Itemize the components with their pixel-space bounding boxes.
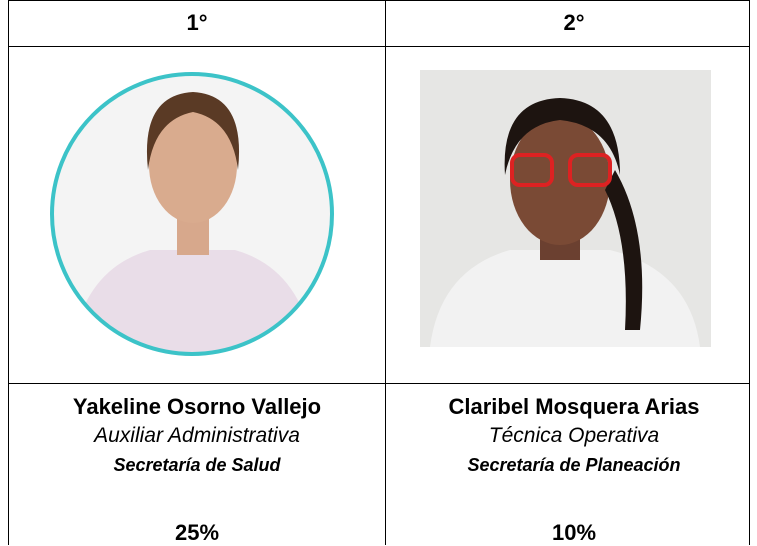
border	[8, 383, 750, 384]
photo-frame	[50, 72, 334, 356]
person-name: Claribel Mosquera Arias	[448, 394, 700, 419]
photo-1	[53, 75, 331, 353]
border	[8, 0, 750, 1]
border	[8, 46, 750, 47]
person-role: Técnica Operativa	[488, 424, 660, 447]
person-name: Yakeline Osorno Vallejo	[72, 394, 322, 419]
person-department: Secretaría de Planeación	[467, 455, 681, 475]
photo-2	[420, 70, 711, 347]
border	[8, 0, 9, 545]
border	[749, 0, 750, 545]
header: 2°	[563, 10, 585, 35]
person-department: Secretaría de Salud	[113, 455, 281, 475]
person-share: 25%	[174, 520, 220, 545]
header: 1°	[186, 10, 208, 35]
person-role: Auxiliar Administrativa	[94, 424, 300, 447]
person-share: 10%	[551, 520, 597, 545]
border	[385, 0, 386, 545]
